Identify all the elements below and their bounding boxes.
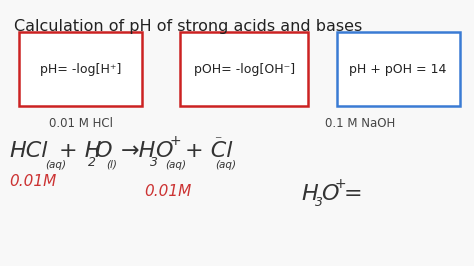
Text: (l): (l) bbox=[107, 160, 118, 170]
Text: O: O bbox=[321, 184, 338, 203]
Text: 0.01M: 0.01M bbox=[9, 174, 57, 189]
Text: 3: 3 bbox=[150, 156, 158, 169]
Text: →H: →H bbox=[121, 141, 156, 161]
Text: Calculation of pH of strong acids and bases: Calculation of pH of strong acids and ba… bbox=[14, 19, 363, 34]
FancyBboxPatch shape bbox=[19, 32, 142, 106]
Text: +: + bbox=[335, 177, 346, 190]
Text: pH= -log[H⁺]: pH= -log[H⁺] bbox=[40, 63, 121, 76]
Text: 0.01 M HCl: 0.01 M HCl bbox=[48, 117, 113, 130]
Text: pOH= -log[OH⁻]: pOH= -log[OH⁻] bbox=[193, 63, 295, 76]
Text: 0.1 M NaOH: 0.1 M NaOH bbox=[325, 117, 395, 130]
Text: 2: 2 bbox=[88, 156, 96, 169]
Text: =: = bbox=[344, 184, 362, 203]
Text: pH + pOH = 14: pH + pOH = 14 bbox=[349, 63, 447, 76]
Text: 3: 3 bbox=[315, 196, 323, 209]
Text: (aq): (aq) bbox=[45, 160, 66, 170]
Text: + Cl: + Cl bbox=[185, 141, 232, 161]
FancyBboxPatch shape bbox=[337, 32, 460, 106]
Text: (aq): (aq) bbox=[165, 160, 186, 170]
Text: O: O bbox=[155, 141, 173, 161]
Text: + H: + H bbox=[59, 141, 102, 161]
Text: H: H bbox=[301, 184, 318, 203]
Text: O: O bbox=[94, 141, 111, 161]
Text: HCl: HCl bbox=[9, 141, 48, 161]
Text: (aq): (aq) bbox=[216, 160, 237, 170]
FancyBboxPatch shape bbox=[180, 32, 308, 106]
Text: 0.01M: 0.01M bbox=[145, 184, 192, 198]
Text: ⁻: ⁻ bbox=[214, 134, 222, 148]
Text: +: + bbox=[170, 134, 182, 148]
